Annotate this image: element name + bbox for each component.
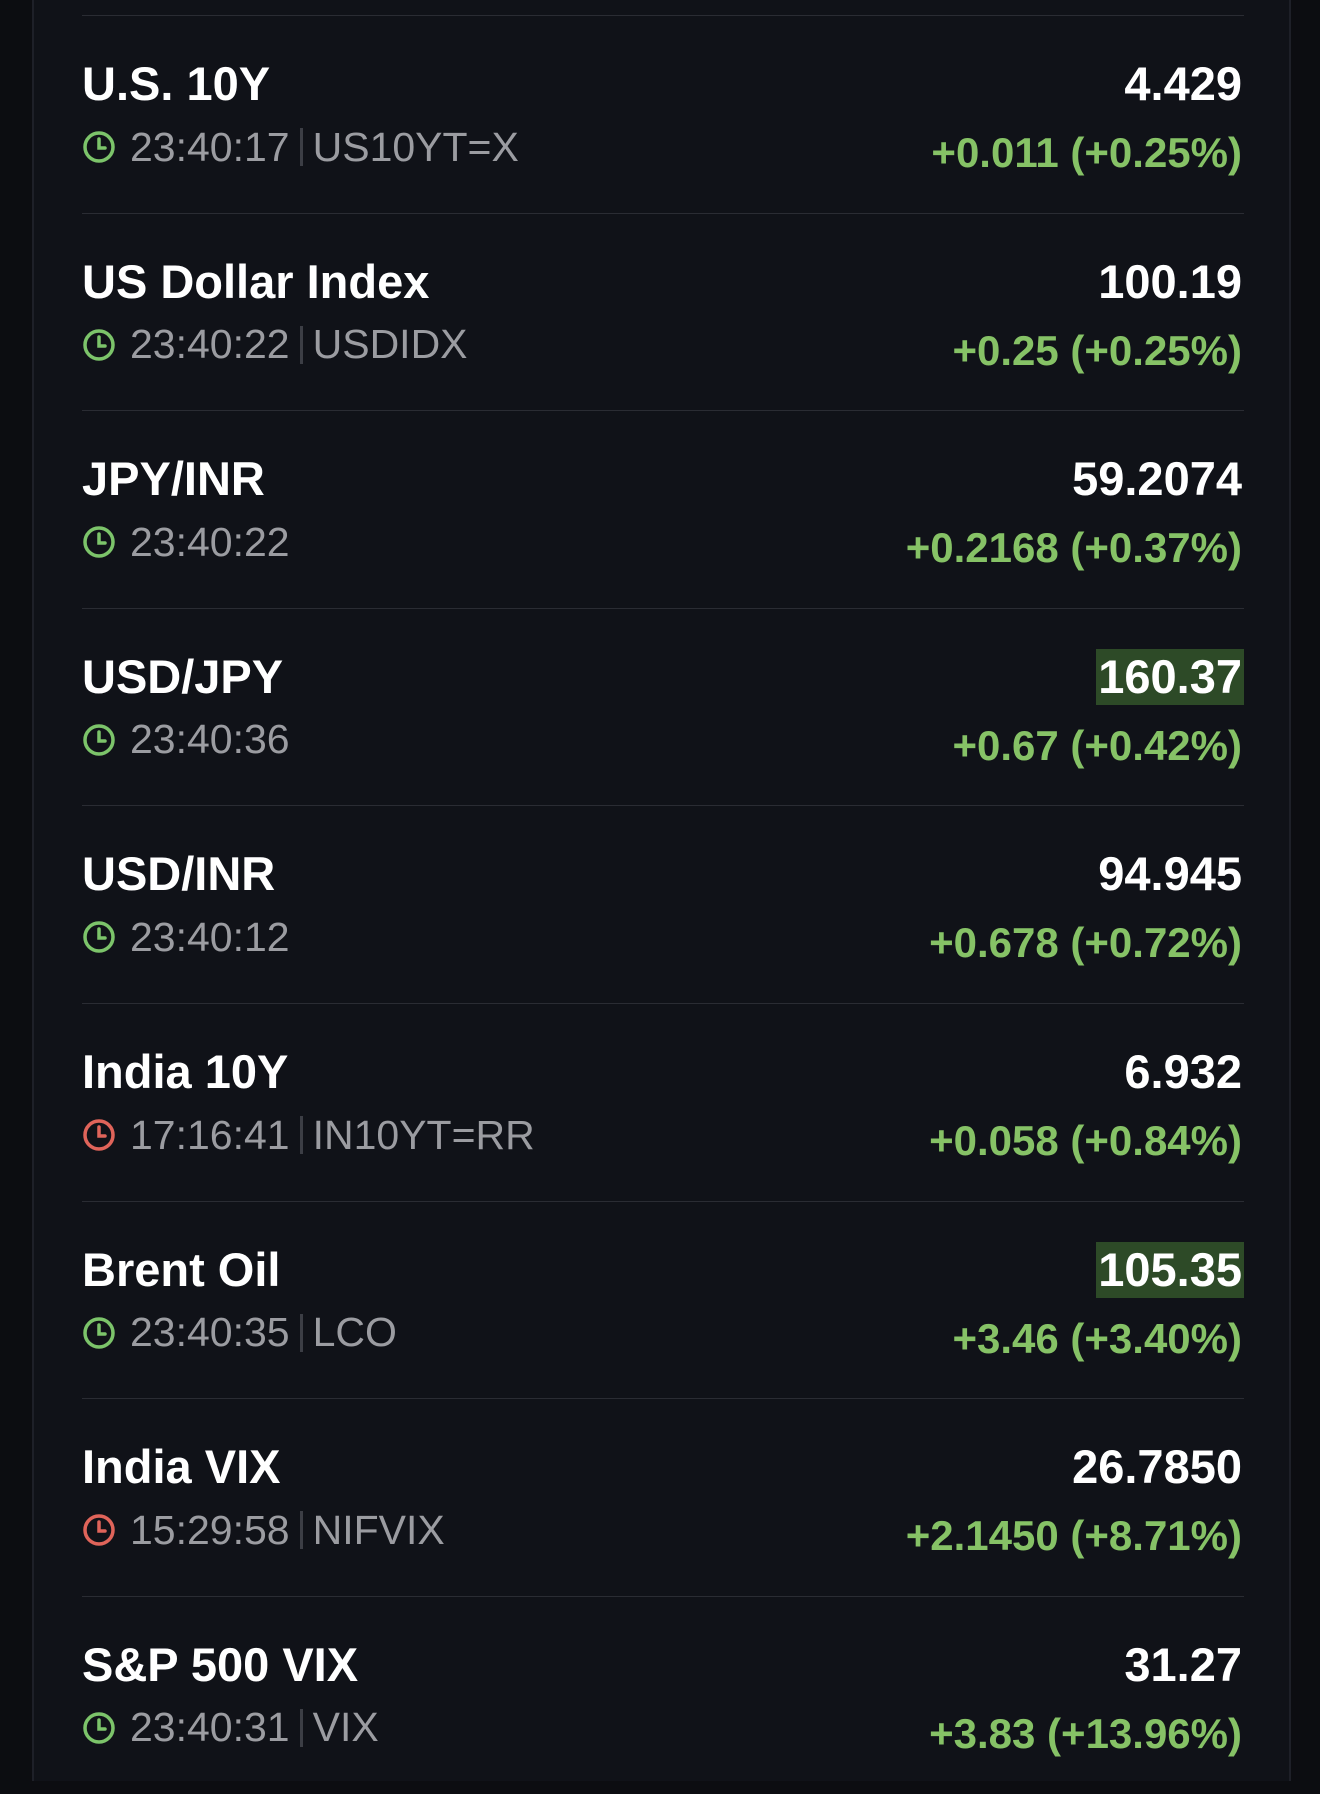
divider xyxy=(299,1313,303,1352)
update-time: 15:29:58 xyxy=(130,1506,290,1553)
clock-icon xyxy=(83,1514,115,1546)
quote-row[interactable]: U.S. 10Y 23:40:17 US10YT=X 4.429 +0.011 (+0.… xyxy=(82,15,1244,213)
watchlist-panel: U.S. 10Y 23:40:17 US10YT=X 4.429 +0.011 (+0.… xyxy=(32,0,1291,1781)
symbol: USDIDX xyxy=(312,321,468,368)
quote-meta: 23:40:36 xyxy=(82,716,290,763)
quote-row[interactable]: USD/JPY 23:40:36 160.37 +0.67 (+0.42%) xyxy=(82,607,1244,806)
price: 26.7850 xyxy=(1072,1440,1242,1494)
price: 94.945 xyxy=(1098,847,1242,901)
update-time: 23:40:36 xyxy=(130,716,290,763)
clock-icon xyxy=(83,921,115,954)
update-time: 23:40:35 xyxy=(130,1309,290,1356)
divider xyxy=(299,325,303,364)
clock-icon xyxy=(83,724,115,756)
price-change: +3.46 (+3.40%) xyxy=(952,1314,1242,1362)
clock-icon xyxy=(83,131,115,163)
price: 100.19 xyxy=(1098,254,1242,308)
quote-meta: 23:40:22 USDIDX xyxy=(82,321,468,368)
quote-row[interactable]: JPY/INR 23:40:22 59.2074 +0.2168 (+0.37%) xyxy=(82,410,1244,608)
instrument-name: USD/INR xyxy=(82,847,276,901)
instrument-name: U.S. 10Y xyxy=(82,57,271,110)
price-change: +0.67 (+0.42%) xyxy=(952,721,1242,769)
price-change: +3.83 (+13.96%) xyxy=(929,1709,1242,1757)
quote-meta: 15:29:58 NIFVIX xyxy=(82,1507,445,1553)
divider xyxy=(299,1116,303,1154)
instrument-name: USD/JPY xyxy=(82,649,284,703)
symbol: NIFVIX xyxy=(312,1506,445,1553)
instrument-name: US Dollar Index xyxy=(82,254,430,308)
price-change: +0.058 (+0.84%) xyxy=(929,1117,1242,1164)
clock-icon xyxy=(83,1712,115,1744)
price: 59.2074 xyxy=(1072,452,1242,506)
price-change: +2.1450 (+8.71%) xyxy=(905,1512,1242,1560)
price: 160.37 xyxy=(1096,648,1244,705)
update-time: 23:40:22 xyxy=(130,321,290,368)
divider xyxy=(299,1708,303,1747)
quote-row[interactable]: US Dollar Index 23:40:22 USDIDX 100.19 +0.25… xyxy=(82,212,1244,411)
price-change: +0.678 (+0.72%) xyxy=(929,919,1242,967)
instrument-name: JPY/INR xyxy=(82,452,265,506)
price-change: +0.25 (+0.25%) xyxy=(952,326,1242,374)
divider xyxy=(299,1511,303,1550)
update-time: 23:40:17 xyxy=(130,123,290,170)
quote-row[interactable]: India 10Y 17:16:41 IN10YT=RR 6.932 +0.058 (+… xyxy=(82,1003,1244,1201)
quote-meta: 23:40:17 US10YT=X xyxy=(82,124,519,170)
quote-row[interactable]: USD/INR 23:40:12 94.945 +0.678 (+0.72%) xyxy=(82,805,1244,1003)
symbol: US10YT=X xyxy=(312,123,519,170)
quote-meta: 17:16:41 IN10YT=RR xyxy=(82,1112,535,1158)
price-change: +0.2168 (+0.37%) xyxy=(905,524,1242,572)
clock-icon xyxy=(83,1316,115,1349)
symbol: VIX xyxy=(312,1704,379,1751)
instrument-name: India VIX xyxy=(82,1440,281,1494)
quote-meta: 23:40:22 xyxy=(82,519,290,565)
price: 6.932 xyxy=(1124,1045,1242,1098)
instrument-name: Brent Oil xyxy=(82,1242,281,1296)
price: 4.429 xyxy=(1124,57,1242,110)
instrument-name: India 10Y xyxy=(82,1045,289,1098)
quote-row[interactable]: India VIX 15:29:58 NIFVIX 26.7850 +2.1450 (+… xyxy=(82,1398,1244,1596)
clock-icon xyxy=(83,1119,115,1151)
update-time: 23:40:31 xyxy=(130,1704,290,1751)
instrument-name: S&P 500 VIX xyxy=(82,1637,359,1691)
divider xyxy=(299,128,303,166)
quote-meta: 23:40:12 xyxy=(82,914,290,960)
quote-row[interactable]: Brent Oil 23:40:35 LCO 105.35 +3.46 (+3.40%) xyxy=(82,1200,1244,1399)
symbol: LCO xyxy=(312,1309,397,1356)
quote-row[interactable]: S&P 500 VIX 23:40:31 VIX 31.27 +3.83 (+13.96… xyxy=(82,1595,1244,1794)
price-change: +0.011 (+0.25%) xyxy=(931,129,1242,176)
update-time: 17:16:41 xyxy=(130,1111,290,1158)
quote-meta: 23:40:31 VIX xyxy=(82,1704,379,1751)
update-time: 23:40:12 xyxy=(130,913,290,960)
quote-meta: 23:40:35 LCO xyxy=(82,1309,397,1356)
price: 105.35 xyxy=(1096,1241,1244,1298)
update-time: 23:40:22 xyxy=(130,518,290,565)
clock-icon xyxy=(83,526,115,558)
symbol: IN10YT=RR xyxy=(312,1111,535,1158)
price: 31.27 xyxy=(1124,1637,1242,1691)
clock-icon xyxy=(83,328,115,361)
